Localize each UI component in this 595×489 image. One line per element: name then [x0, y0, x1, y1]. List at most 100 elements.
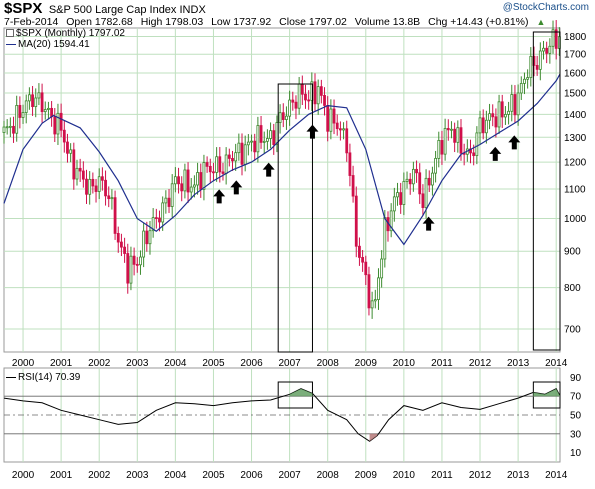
candle-body: [173, 176, 177, 185]
candle-body: [475, 132, 479, 157]
candle-body: [358, 245, 361, 258]
candle-body: [500, 101, 504, 118]
candle-body: [120, 241, 123, 248]
rsi-y-tick-label: 70: [570, 392, 582, 403]
candle-body: [434, 157, 437, 174]
candle-body: [154, 217, 158, 220]
candle-body: [123, 246, 126, 254]
candle-body: [446, 128, 450, 131]
y-tick-label: 1300: [564, 133, 587, 144]
x-tick-label: 2004: [164, 358, 187, 369]
candle-body: [450, 128, 453, 131]
candle-body: [97, 176, 101, 192]
candle-body: [259, 125, 263, 143]
candle-body: [551, 29, 555, 47]
moving-average-layer: [3, 73, 561, 246]
candle-body: [202, 162, 206, 190]
candle-body: [5, 126, 9, 129]
candle-body: [43, 109, 47, 113]
quote-open: Open 1782.68: [66, 16, 133, 28]
candle-body: [272, 130, 276, 145]
candle-body: [27, 94, 31, 102]
candle-body: [523, 78, 526, 84]
candle-body: [256, 125, 260, 153]
candle-body: [453, 128, 457, 143]
legend-price: $SPX (Monthly) 1797.02: [6, 28, 125, 39]
x-tick-label-bottom: 2013: [507, 470, 530, 481]
candle-body: [380, 258, 384, 279]
candle-body: [31, 94, 34, 108]
x-tick-label-bottom: 2004: [164, 470, 187, 481]
candle-body: [72, 149, 76, 180]
chart-legend: $SPX (Monthly) 1797.02 MA(20) 1594.41: [6, 28, 125, 50]
candle-body: [402, 181, 406, 205]
candle-body: [205, 162, 209, 167]
rsi-y-tick-label: 10: [570, 448, 582, 459]
triangle-up-icon: ▲: [536, 17, 546, 27]
candle-body: [183, 169, 187, 192]
candle-body: [59, 112, 63, 131]
candle-body: [15, 105, 19, 134]
candle-body: [116, 233, 120, 243]
candle-body: [370, 300, 374, 309]
candle-body: [81, 170, 85, 180]
rsi-y-tick-label: 50: [570, 411, 582, 422]
x-tick-label: 2005: [202, 358, 225, 369]
x-tick-label-bottom: 2008: [317, 470, 340, 481]
candle-body: [208, 165, 212, 173]
legend-price-label: $SPX (Monthly) 1797.02: [16, 28, 125, 39]
candle-body: [513, 94, 517, 116]
candle-body: [488, 113, 491, 121]
x-tick-label: 2001: [50, 358, 73, 369]
candle-body: [424, 177, 428, 208]
axis-layer: 2000 2000 2001 2001 2002 2002 2003 2003 2004 2004…: [12, 32, 587, 481]
candle-body: [373, 299, 377, 302]
candle-body: [243, 144, 247, 165]
y-tick-label: 1000: [564, 214, 587, 225]
x-tick-label-bottom: 2002: [88, 470, 111, 481]
candle-body: [472, 152, 476, 157]
y-tick-label: 1600: [564, 68, 587, 79]
rsi-y-tick-label: 30: [570, 429, 582, 440]
candle-body: [297, 83, 301, 109]
y-tick-label: 1500: [564, 88, 587, 99]
candle-body: [186, 169, 190, 193]
arrow-up-icon: [213, 189, 226, 204]
candle-body: [405, 178, 409, 182]
candle-body: [526, 77, 530, 80]
rsi-overbought-fill: [533, 388, 560, 397]
price-layer: [2, 20, 561, 319]
candle-body: [408, 178, 412, 185]
x-tick-label: 2000: [12, 358, 35, 369]
rsi-layer: [3, 388, 561, 442]
candle-body: [148, 230, 152, 245]
candle-body: [12, 125, 15, 134]
candle-body: [62, 129, 66, 143]
candle-body: [443, 128, 447, 155]
candle-body: [545, 47, 549, 54]
candle-body: [129, 255, 133, 284]
candle-body: [50, 107, 54, 118]
candle-body: [94, 185, 98, 192]
candle-body: [421, 193, 425, 208]
candle-body: [494, 116, 498, 128]
candle-body: [189, 186, 193, 193]
x-tick-label: 2007: [278, 358, 301, 369]
candle-body: [135, 263, 139, 266]
candle-body: [269, 130, 272, 139]
x-tick-label: 2002: [88, 358, 111, 369]
candle-body: [196, 172, 199, 186]
candle-body: [415, 168, 418, 174]
moving-average-line: [3, 73, 561, 246]
candle-body: [481, 117, 485, 134]
quote-close: Close 1797.02: [279, 16, 347, 28]
candle-body: [107, 195, 111, 200]
candle-body: [227, 154, 231, 159]
candle-body: [300, 83, 304, 95]
candle-body: [212, 171, 215, 174]
ma-line-swatch-icon: [6, 43, 16, 45]
quote-low: Low 1737.92: [211, 16, 272, 28]
candle-body: [491, 113, 495, 118]
